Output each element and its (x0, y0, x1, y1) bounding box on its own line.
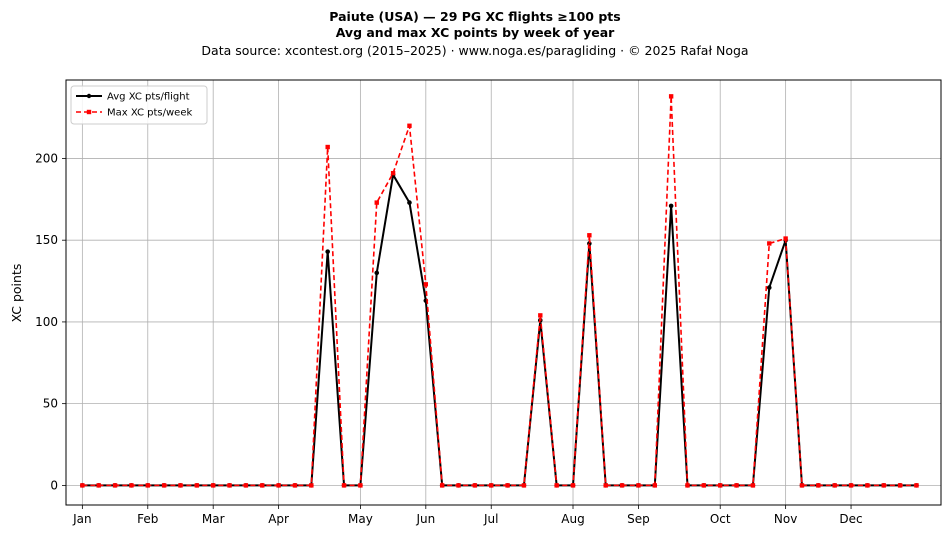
x-tick-label: Apr (268, 512, 289, 526)
y-tick-label: 150 (35, 233, 58, 247)
max-point (701, 483, 707, 488)
max-point (145, 483, 150, 488)
max-point (227, 483, 232, 488)
y-tick-label: 100 (35, 315, 58, 329)
legend: Avg XC pts/flight Max XC pts/week (70, 85, 208, 125)
max-point (161, 483, 167, 488)
x-tick-label: Jun (415, 512, 435, 526)
max-point (276, 483, 281, 488)
x-tick-label: Sep (627, 512, 650, 526)
max-point (538, 313, 543, 318)
max-point (243, 483, 249, 488)
max-point (767, 241, 772, 246)
max-point (521, 483, 527, 488)
grid-lines (66, 80, 941, 505)
max-point (489, 483, 494, 488)
max-point (636, 483, 641, 488)
y-axis-label: XC points (9, 264, 24, 323)
max-point (358, 483, 363, 488)
max-point (685, 483, 690, 488)
y-tick-label: 0 (50, 478, 58, 492)
x-tick-label: Nov (774, 512, 797, 526)
max-point (112, 483, 118, 488)
max-point (603, 483, 608, 488)
max-point (816, 483, 821, 488)
max-point (178, 483, 183, 488)
x-tick-label: Jan (72, 512, 92, 526)
max-point (619, 483, 625, 488)
max-point (832, 483, 837, 488)
avg-point (766, 285, 772, 290)
max-point (260, 483, 265, 488)
max-point (652, 483, 657, 488)
max-point (129, 483, 134, 488)
max-point (423, 282, 429, 287)
max-point (439, 483, 445, 488)
plot-frame (65, 79, 942, 506)
chart-title-line1: Paiute (USA) — 29 PG XC flights ≥100 pts (329, 9, 620, 24)
max-point (210, 483, 216, 488)
axis-ticks: Jan Feb Mar Apr May Jun Jul Aug Sep Oct Nov Dec 0 50 1… (35, 151, 863, 526)
max-point (325, 144, 330, 150)
x-tick-label: Oct (710, 512, 731, 526)
max-point (407, 123, 412, 128)
x-tick-label: Dec (839, 512, 862, 526)
max-point (292, 483, 298, 488)
max-point (734, 483, 739, 488)
x-tick-label: Jul (483, 512, 498, 526)
max-point (881, 483, 886, 488)
legend-max-marker (86, 109, 92, 115)
y-tick-label: 200 (35, 151, 58, 165)
avg-point (668, 203, 674, 209)
chart-title-line2: Avg and max XC points by week of year (336, 25, 615, 40)
max-point (750, 483, 756, 488)
x-tick-label: Mar (202, 512, 225, 526)
max-point (374, 200, 379, 205)
max-point (914, 483, 919, 488)
max-point (554, 483, 559, 488)
chart-subtitle: Data source: xcontest.org (2015–2025) · … (201, 43, 748, 58)
max-point (865, 483, 870, 488)
avg-point (407, 200, 412, 205)
series-layer (80, 94, 919, 488)
legend-max-label: Max XC pts/week (107, 108, 192, 119)
max-point (194, 483, 200, 488)
legend-avg-label: Avg XC pts/flight (107, 92, 190, 103)
max-point (456, 483, 461, 488)
series-line-max (82, 96, 917, 487)
max-point (848, 483, 854, 488)
x-tick-label: Aug (561, 512, 584, 526)
max-point (668, 94, 674, 99)
max-point (341, 483, 347, 488)
y-tick-label: 50 (43, 397, 58, 411)
max-point (80, 483, 85, 488)
legend-avg-marker (86, 93, 92, 99)
legend-box (70, 85, 208, 125)
max-point (472, 483, 478, 488)
max-point (96, 483, 101, 488)
avg-point (374, 270, 380, 276)
x-tick-label: Feb (137, 512, 158, 526)
max-point (570, 483, 576, 488)
avg-point (325, 249, 330, 254)
max-point (587, 233, 592, 238)
max-point (897, 483, 903, 488)
x-tick-label: May (348, 512, 373, 526)
max-point (783, 236, 788, 241)
max-point (799, 483, 805, 488)
max-point (718, 483, 723, 488)
max-point (309, 483, 314, 488)
max-point (505, 483, 510, 488)
max-point (390, 170, 396, 176)
